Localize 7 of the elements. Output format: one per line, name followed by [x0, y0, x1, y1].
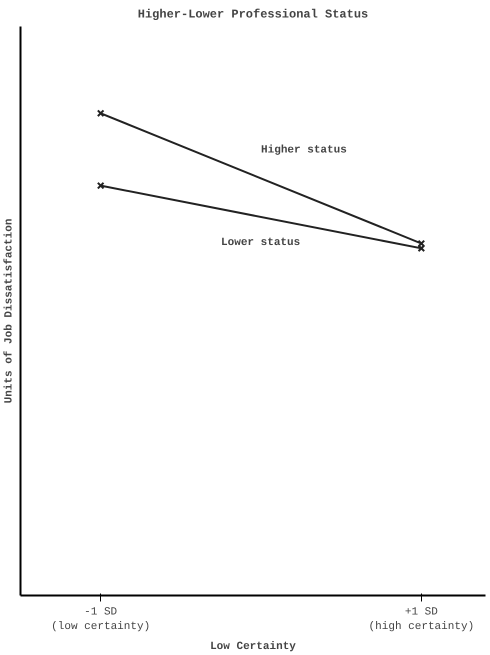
x-tick-label: +1 SD (high certainty)	[368, 606, 474, 633]
y-axis-title: Units of Job Dissatisfaction	[2, 218, 16, 404]
x-tick-label: -1 SD (low certainty)	[51, 606, 150, 633]
x-axis-title: Low Certainty	[210, 640, 296, 653]
series-label: Higher status	[261, 144, 347, 156]
chart-title: Higher-Lower Professional Status	[138, 8, 368, 22]
series-label: Lower status	[221, 236, 300, 249]
